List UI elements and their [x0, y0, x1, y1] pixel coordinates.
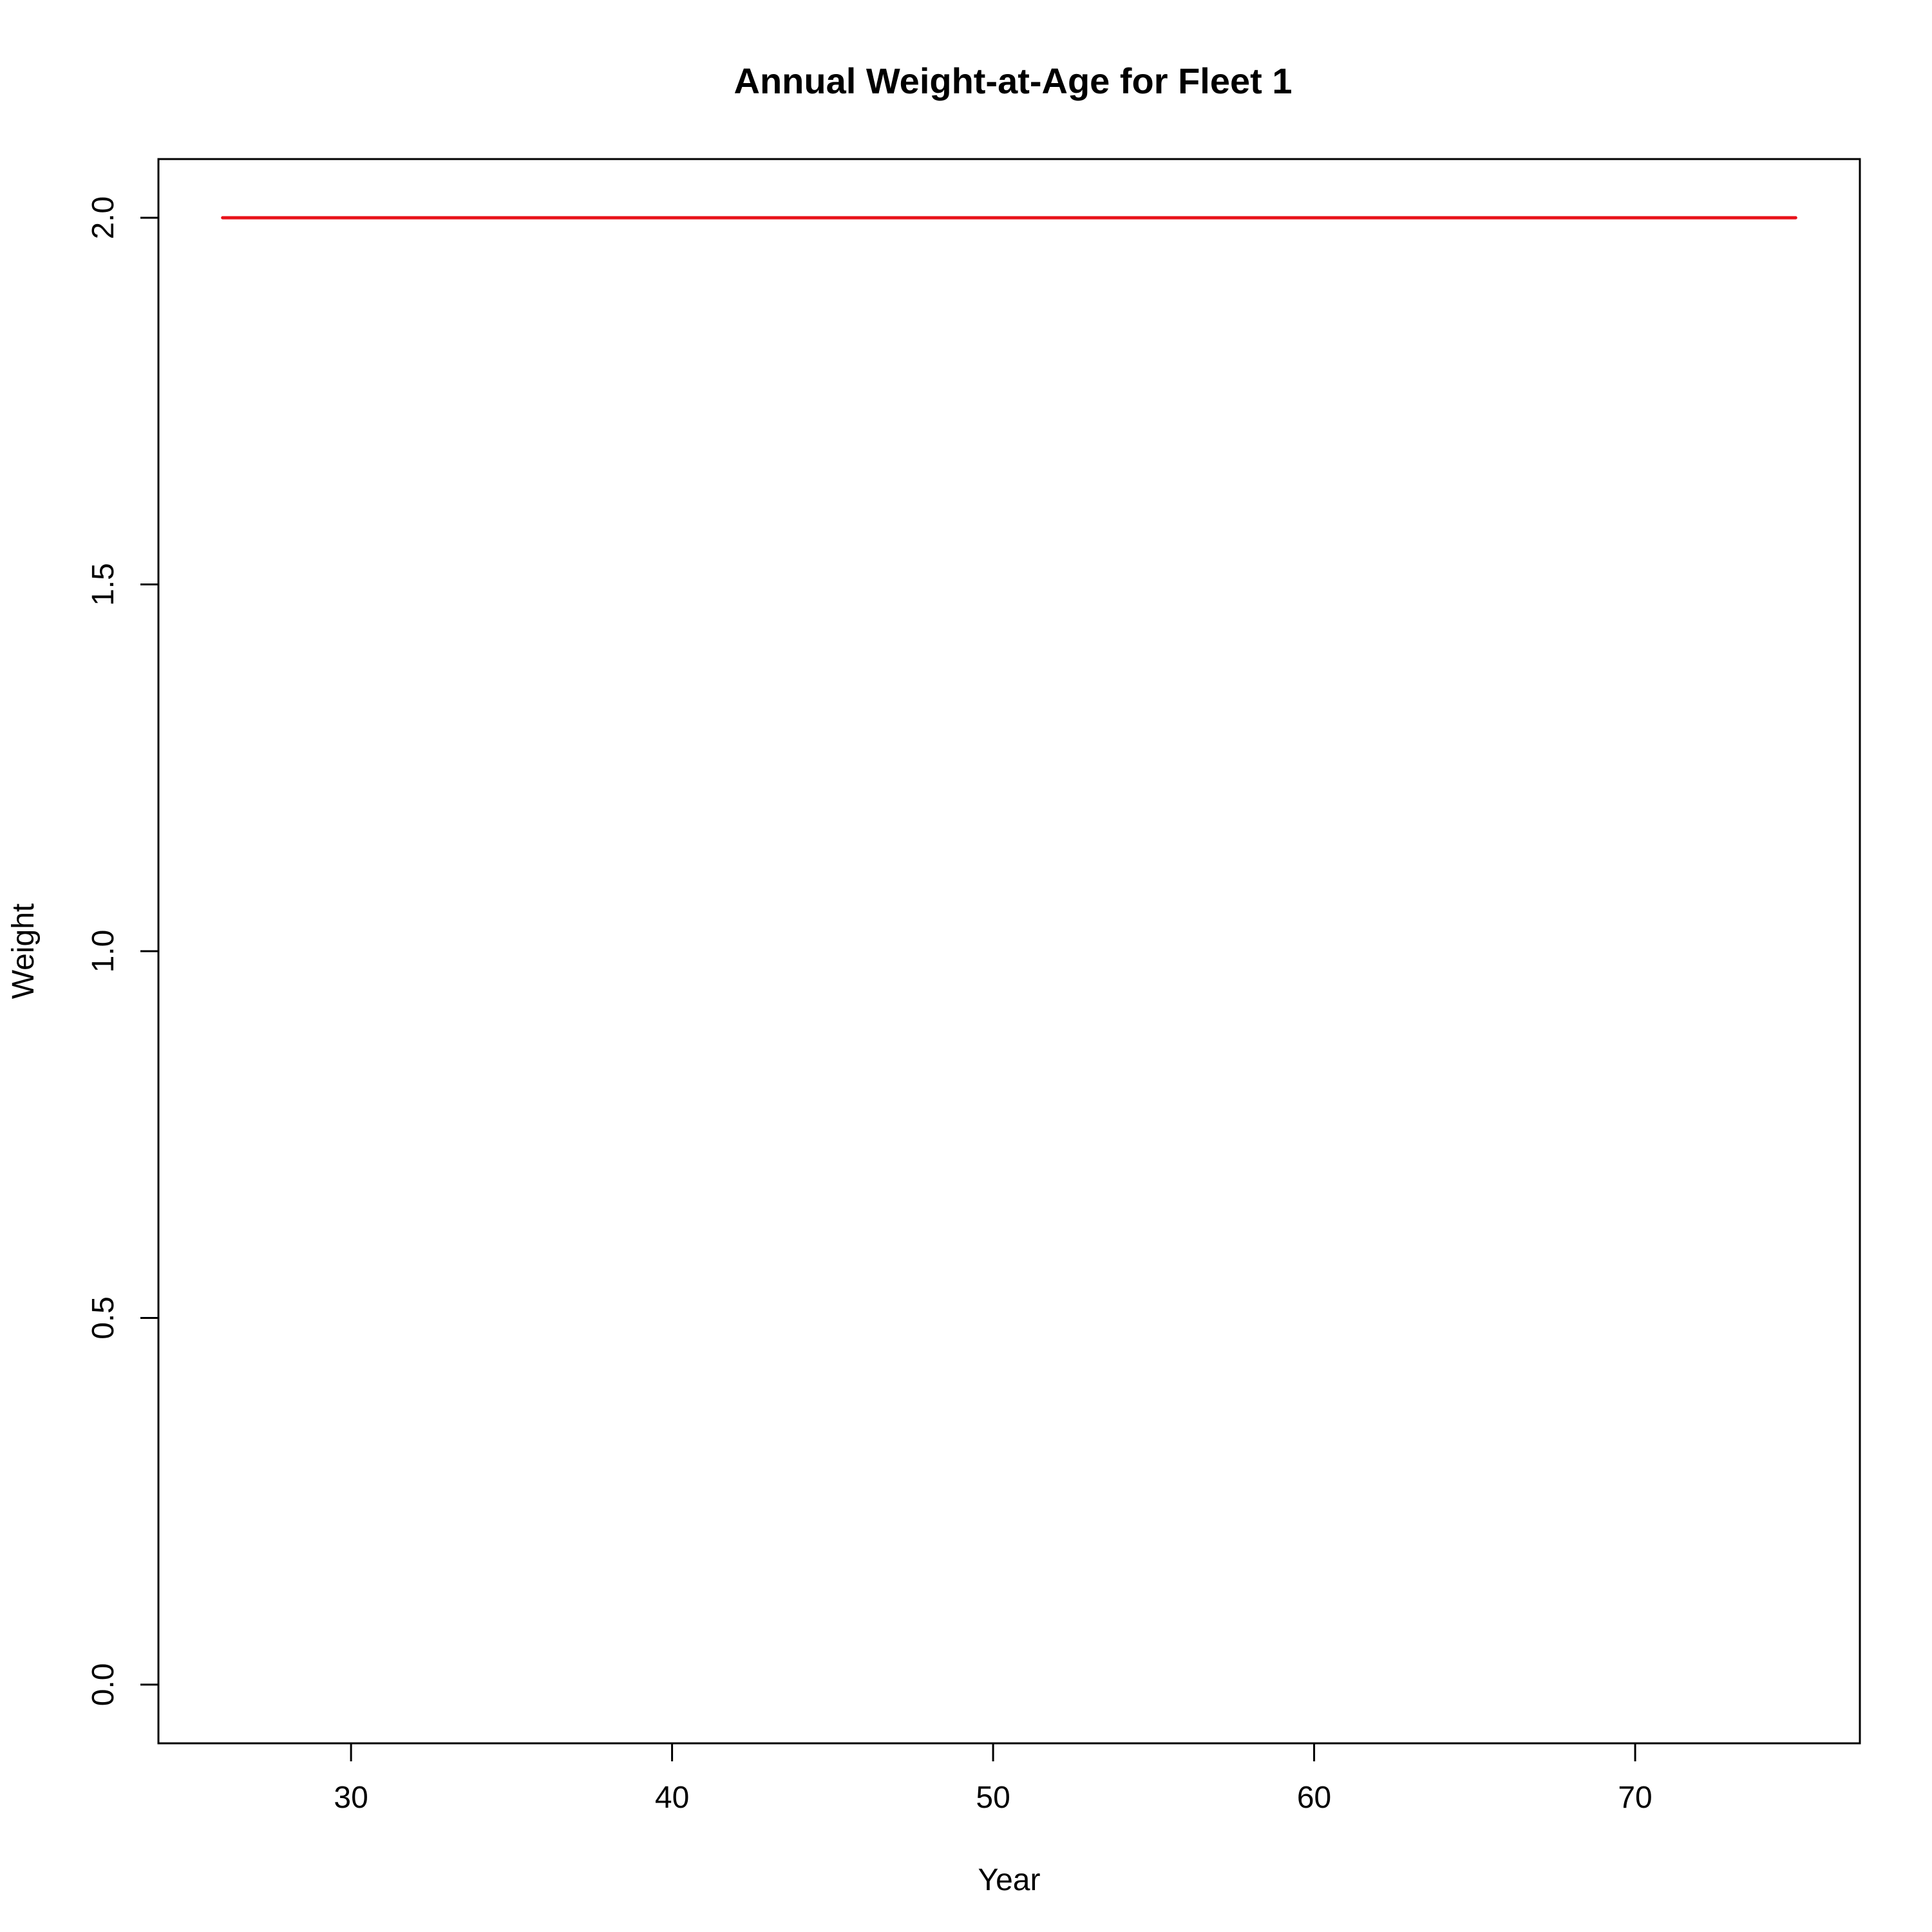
- x-tick-label: 30: [334, 1781, 368, 1815]
- y-axis: 0.0 0.5 1.0 1.5 2.0: [86, 196, 160, 1707]
- y-tick-label: 1.0: [86, 930, 120, 973]
- x-axis: 30 40 50 60 70: [334, 1742, 1653, 1815]
- plot-frame: [157, 158, 1861, 1745]
- x-tick-label: 70: [1618, 1781, 1652, 1815]
- x-axis-label: Year: [978, 1863, 1041, 1897]
- chart-title: Annual Weight-at-Age for Fleet 1: [734, 61, 1293, 101]
- y-tick-label: 1.5: [86, 563, 120, 606]
- x-tick-label: 50: [976, 1781, 1010, 1815]
- x-tick-label: 60: [1297, 1781, 1331, 1815]
- y-tick-label: 0.5: [86, 1296, 120, 1340]
- y-axis-label: Weight: [6, 904, 41, 999]
- y-tick-label: 2.0: [86, 196, 120, 240]
- y-tick-label: 0.0: [86, 1663, 120, 1707]
- x-tick-label: 40: [655, 1781, 689, 1815]
